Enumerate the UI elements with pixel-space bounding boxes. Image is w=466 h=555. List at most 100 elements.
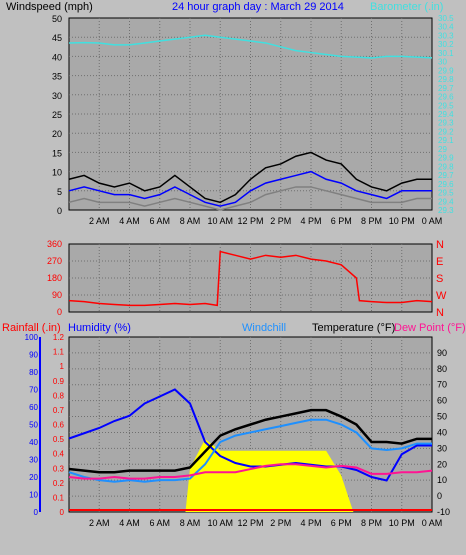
- temperature-legend: Temperature (°F): [312, 322, 395, 334]
- wind-tick-label: 0: [57, 206, 62, 216]
- compass-label: E: [436, 256, 443, 268]
- barometer-tick-label: 30.4: [438, 23, 454, 32]
- compass-label: N: [436, 239, 444, 251]
- wind-tick-label: 45: [52, 33, 62, 43]
- wind-tick-label: 5: [57, 187, 62, 197]
- temperature-tick-label: 0: [437, 491, 442, 501]
- barometer-tick-label: 29.5: [438, 189, 454, 198]
- rain-tick-label: 0.6: [53, 421, 65, 430]
- wind-tick-label: 50: [52, 14, 62, 24]
- humidity-tick-label: 40: [29, 438, 38, 447]
- time-tick-label: 2 PM: [270, 518, 291, 528]
- time-tick-label: 2 AM: [89, 518, 110, 528]
- series-gust-line: [68, 151, 432, 204]
- chart-title: 24 hour graph day : March 29 2014: [172, 1, 344, 13]
- series-avg-line: [68, 186, 432, 211]
- humidity-tick-label: 0: [34, 508, 39, 517]
- barometer-tick-label: 29.7: [438, 171, 454, 180]
- compass-label: N: [436, 307, 444, 319]
- rainfall-axis-label: Rainfall (.in): [2, 322, 61, 334]
- barometer-tick-label: 29.2: [438, 127, 454, 136]
- wind-tick-label: 20: [52, 129, 62, 139]
- temperature-tick-label: 90: [437, 348, 447, 358]
- wind-tick-label: 30: [52, 91, 62, 101]
- wind-tick-label: 10: [52, 168, 62, 178]
- temperature-tick-label: 60: [437, 396, 447, 406]
- barometer-tick-label: 29.8: [438, 162, 454, 171]
- series-temperature-line: [68, 408, 432, 474]
- series-windchill-line: [68, 418, 432, 483]
- barometer-tick-label: 29.9: [438, 66, 454, 75]
- barometer-tick-label: 30.2: [438, 40, 454, 49]
- humidity-tick-label: 60: [29, 403, 38, 412]
- windspeed-axis-label: Windspeed (mph): [6, 1, 93, 13]
- barometer-tick-label: 30: [438, 58, 447, 67]
- barometer-tick-label: 29.3: [438, 119, 454, 128]
- wind-tick-label: 35: [52, 72, 62, 82]
- barometer-tick-label: 29.5: [438, 101, 454, 110]
- temperature-tick-label: 80: [437, 364, 447, 374]
- rain-tick-label: 1: [60, 362, 65, 371]
- series-barometer-line: [68, 34, 433, 59]
- time-tick-label: 10 AM: [207, 518, 233, 528]
- humidity-tick-label: 50: [29, 421, 38, 430]
- direction-tick-label: 270: [47, 256, 62, 266]
- rain-tick-label: 0.2: [53, 479, 65, 488]
- rain-tick-label: 0.4: [53, 450, 65, 459]
- barometer-tick-label: 29.4: [438, 110, 454, 119]
- barometer-tick-label: 29.6: [438, 93, 454, 102]
- temperature-tick-label: 70: [437, 380, 447, 390]
- wind-tick-label: 25: [52, 110, 62, 120]
- direction-tick-label: 0: [57, 307, 62, 317]
- barometer-tick-label: 30.3: [438, 31, 454, 40]
- windchill-legend: Windchill: [242, 322, 286, 334]
- humidity-tick-label: 70: [29, 386, 38, 395]
- barometer-tick-label: 29.6: [438, 180, 454, 189]
- rain-tick-label: 0.7: [53, 406, 65, 415]
- wind-tick-label: 15: [52, 148, 62, 158]
- barometer-tick-label: 30.1: [438, 49, 454, 58]
- barometer-tick-label: 29.4: [438, 197, 454, 206]
- wind-tick-label: 40: [52, 52, 62, 62]
- rain-area: [185, 439, 354, 512]
- wind-direction-line: [68, 250, 433, 307]
- temperature-tick-label: 40: [437, 427, 447, 437]
- time-tick-label: 12 PM: [237, 518, 263, 528]
- temperature-tick-label: 50: [437, 412, 447, 422]
- humidity-tick-label: 30: [29, 456, 38, 465]
- humidity-tick-label: 90: [29, 351, 38, 360]
- temperature-tick-label: 20: [437, 459, 447, 469]
- time-tick-label: 6 AM: [149, 216, 170, 226]
- humidity-tick-label: 20: [29, 473, 38, 482]
- series-speed-line: [68, 170, 432, 207]
- time-tick-label: 4 PM: [300, 518, 321, 528]
- time-tick-label: 4 PM: [300, 216, 321, 226]
- humidity-tick-label: 80: [29, 368, 38, 377]
- rain-tick-label: 0.1: [53, 493, 65, 502]
- direction-tick-label: 90: [52, 290, 62, 300]
- rain-tick-label: 0.3: [53, 464, 65, 473]
- temperature-tick-label: -10: [437, 507, 450, 517]
- compass-label: W: [436, 290, 447, 302]
- barometer-tick-label: 29: [438, 145, 447, 154]
- time-tick-label: 12 PM: [237, 216, 263, 226]
- time-tick-label: 2 AM: [89, 216, 110, 226]
- barometer-tick-label: 29.9: [438, 154, 454, 163]
- time-tick-label: 6 AM: [149, 518, 170, 528]
- time-tick-label: 4 AM: [119, 518, 140, 528]
- series-dewpoint-line: [68, 463, 433, 480]
- rain-tick-label: 1.1: [53, 348, 65, 357]
- temperature-tick-label: 10: [437, 475, 447, 485]
- time-tick-label: 0 AM: [422, 216, 443, 226]
- humidity-axis-label: Humidity (%): [68, 322, 131, 334]
- time-tick-label: 8 PM: [361, 518, 382, 528]
- time-tick-label: 4 AM: [119, 216, 140, 226]
- rain-tick-label: 1.2: [53, 333, 65, 342]
- barometer-tick-label: 29.8: [438, 75, 454, 84]
- humidity-tick-label: 10: [29, 491, 38, 500]
- time-tick-label: 8 AM: [180, 518, 201, 528]
- time-tick-label: 10 PM: [389, 518, 415, 528]
- temperature-tick-label: 30: [437, 443, 447, 453]
- time-tick-label: 8 PM: [361, 216, 382, 226]
